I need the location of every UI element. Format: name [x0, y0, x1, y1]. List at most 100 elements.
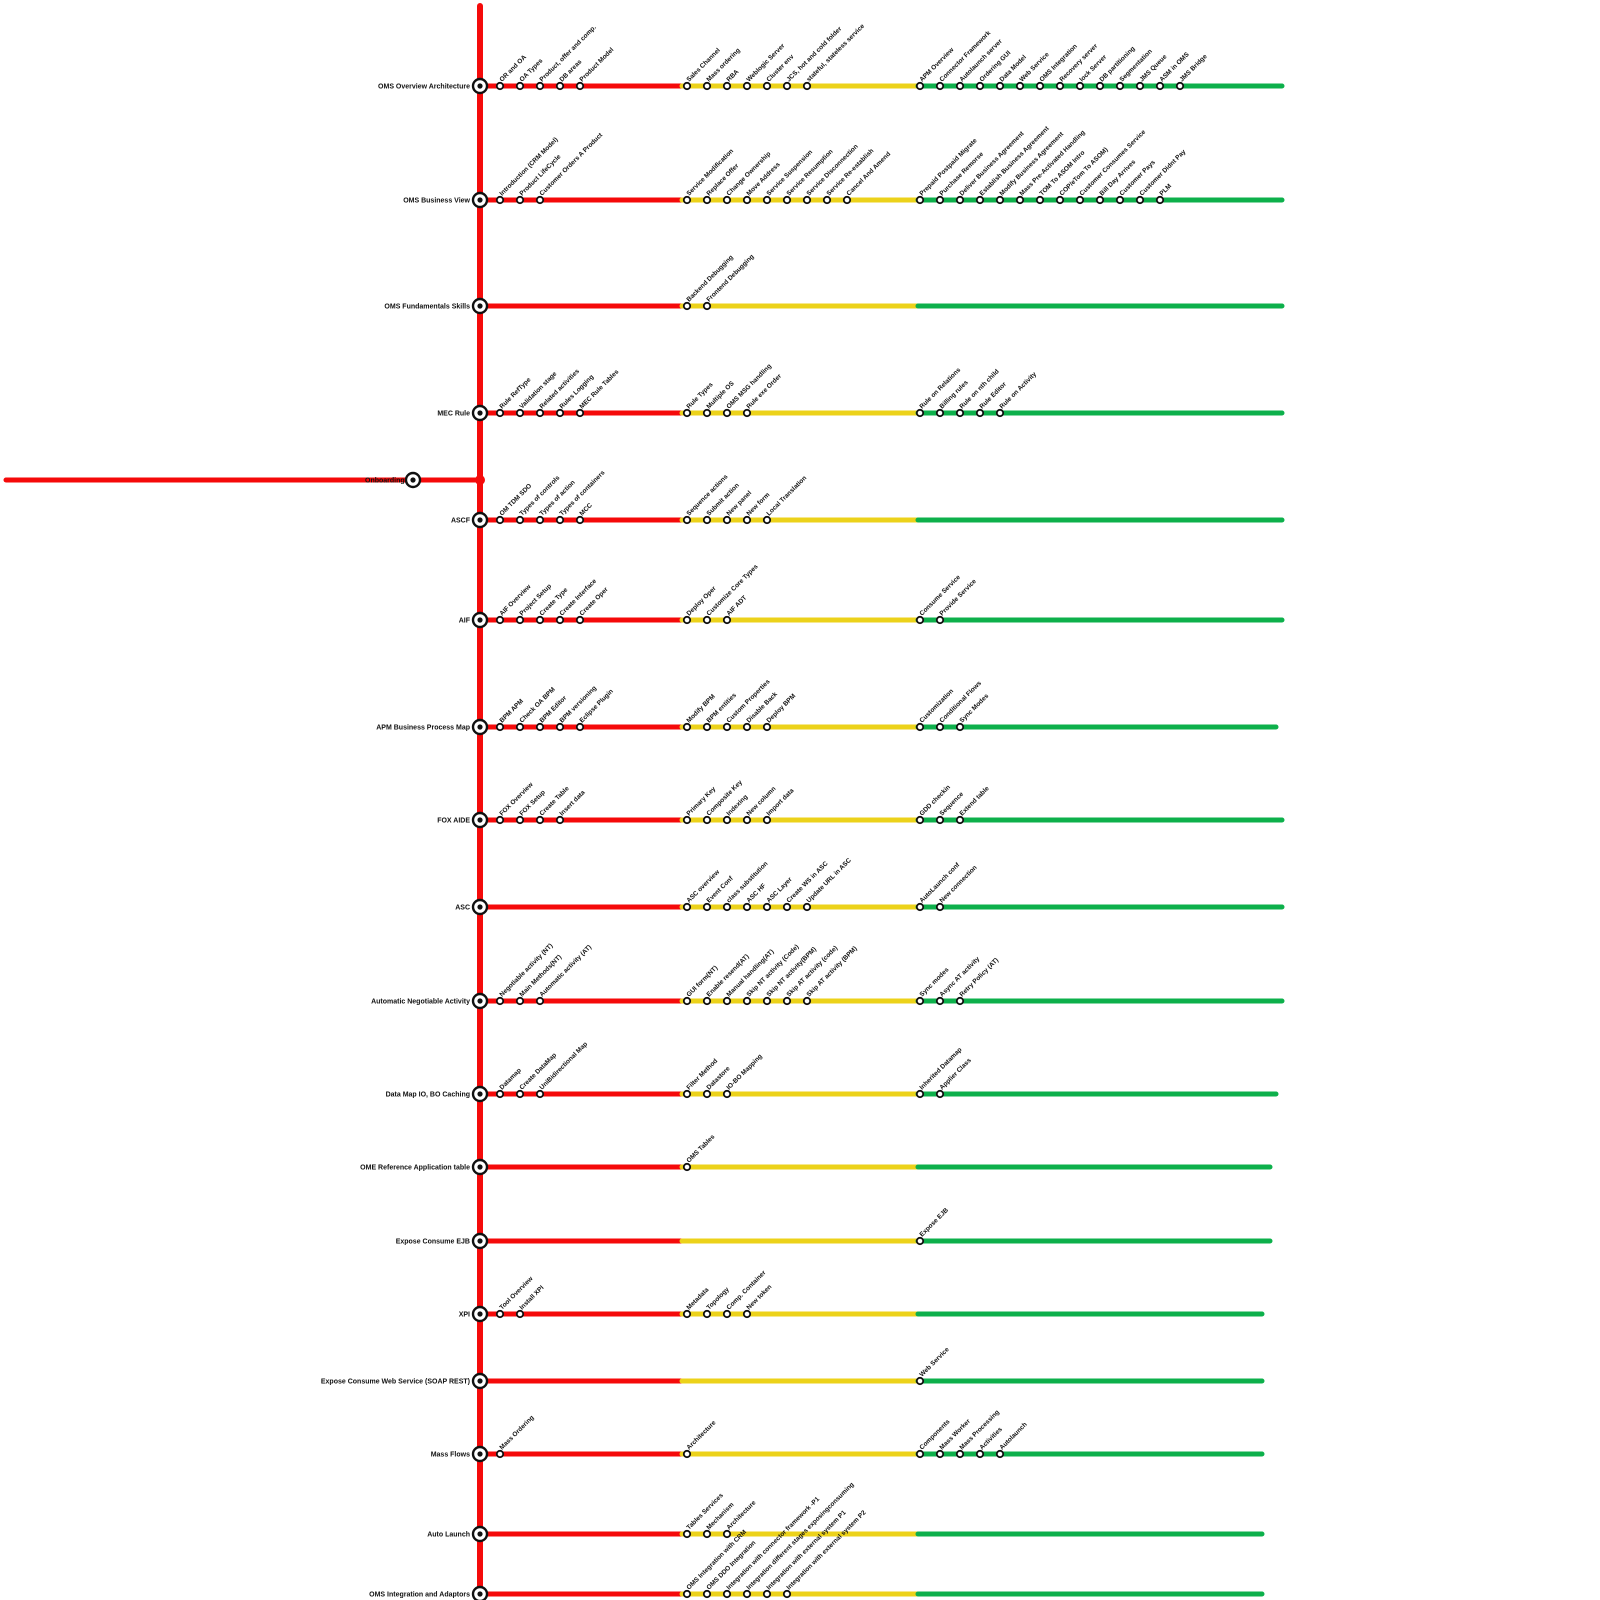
stop-yellow[interactable] — [702, 515, 712, 525]
stop-red[interactable] — [535, 81, 545, 91]
stop-yellow[interactable] — [702, 81, 712, 91]
stop-red[interactable] — [535, 195, 545, 205]
stop-red[interactable] — [535, 615, 545, 625]
stop-green[interactable] — [1115, 81, 1125, 91]
stop-yellow[interactable] — [822, 195, 832, 205]
stop-yellow[interactable] — [762, 81, 772, 91]
stop-green[interactable] — [1095, 81, 1105, 91]
stop-red[interactable] — [515, 1309, 525, 1319]
stop-red[interactable] — [575, 81, 585, 91]
stop-yellow[interactable] — [722, 1309, 732, 1319]
stop-green[interactable] — [915, 1236, 925, 1246]
stop-green[interactable] — [995, 195, 1005, 205]
stop-yellow[interactable] — [702, 195, 712, 205]
stop-yellow[interactable] — [682, 1589, 692, 1599]
stop-yellow[interactable] — [802, 902, 812, 912]
stop-red[interactable] — [515, 195, 525, 205]
stop-green[interactable] — [975, 1449, 985, 1459]
stop-green[interactable] — [955, 996, 965, 1006]
stop-red[interactable] — [575, 515, 585, 525]
stop-green[interactable] — [915, 81, 925, 91]
stop-yellow[interactable] — [802, 195, 812, 205]
stop-yellow[interactable] — [802, 996, 812, 1006]
stop-yellow[interactable] — [742, 1309, 752, 1319]
stop-yellow[interactable] — [682, 996, 692, 1006]
stop-green[interactable] — [975, 408, 985, 418]
stop-yellow[interactable] — [702, 1309, 712, 1319]
stop-red[interactable] — [495, 615, 505, 625]
stop-red[interactable] — [535, 722, 545, 732]
stop-red[interactable] — [495, 1309, 505, 1319]
stop-yellow[interactable] — [782, 81, 792, 91]
stop-green[interactable] — [955, 81, 965, 91]
stop-yellow[interactable] — [742, 515, 752, 525]
stop-yellow[interactable] — [742, 996, 752, 1006]
stop-red[interactable] — [515, 81, 525, 91]
stop-green[interactable] — [1155, 81, 1165, 91]
stop-yellow[interactable] — [742, 1589, 752, 1599]
stop-red[interactable] — [535, 996, 545, 1006]
stop-green[interactable] — [935, 195, 945, 205]
stop-yellow[interactable] — [762, 1589, 772, 1599]
stop-yellow[interactable] — [682, 195, 692, 205]
stop-yellow[interactable] — [762, 515, 772, 525]
stop-green[interactable] — [1115, 195, 1125, 205]
stop-red[interactable] — [555, 408, 565, 418]
stop-green[interactable] — [935, 722, 945, 732]
stop-yellow[interactable] — [762, 815, 772, 825]
stop-yellow[interactable] — [682, 722, 692, 732]
stop-yellow[interactable] — [682, 815, 692, 825]
stop-yellow[interactable] — [722, 1089, 732, 1099]
stop-yellow[interactable] — [722, 195, 732, 205]
stop-green[interactable] — [1015, 195, 1025, 205]
stop-red[interactable] — [495, 1089, 505, 1099]
stop-green[interactable] — [995, 81, 1005, 91]
stop-red[interactable] — [515, 515, 525, 525]
stop-yellow[interactable] — [762, 722, 772, 732]
stop-yellow[interactable] — [722, 815, 732, 825]
stop-green[interactable] — [955, 195, 965, 205]
stop-red[interactable] — [495, 722, 505, 732]
stop-yellow[interactable] — [682, 408, 692, 418]
stop-yellow[interactable] — [702, 996, 712, 1006]
stop-red[interactable] — [575, 722, 585, 732]
stop-yellow[interactable] — [742, 815, 752, 825]
stop-yellow[interactable] — [722, 515, 732, 525]
stop-red[interactable] — [515, 615, 525, 625]
stop-green[interactable] — [1135, 81, 1145, 91]
stop-yellow[interactable] — [702, 408, 712, 418]
stop-yellow[interactable] — [722, 615, 732, 625]
stop-green[interactable] — [935, 996, 945, 1006]
stop-yellow[interactable] — [682, 1309, 692, 1319]
stop-yellow[interactable] — [782, 902, 792, 912]
stop-yellow[interactable] — [722, 1589, 732, 1599]
stop-yellow[interactable] — [722, 408, 732, 418]
stop-green[interactable] — [915, 902, 925, 912]
stop-yellow[interactable] — [782, 1589, 792, 1599]
stop-yellow[interactable] — [762, 902, 772, 912]
stop-yellow[interactable] — [682, 81, 692, 91]
stop-green[interactable] — [915, 615, 925, 625]
stop-red[interactable] — [555, 515, 565, 525]
stop-green[interactable] — [1095, 195, 1105, 205]
stop-green[interactable] — [935, 81, 945, 91]
stop-yellow[interactable] — [762, 996, 772, 1006]
stop-red[interactable] — [495, 408, 505, 418]
stop-yellow[interactable] — [682, 1449, 692, 1459]
stop-green[interactable] — [935, 1089, 945, 1099]
stop-yellow[interactable] — [702, 1589, 712, 1599]
stop-green[interactable] — [915, 722, 925, 732]
stop-yellow[interactable] — [782, 996, 792, 1006]
stop-red[interactable] — [515, 996, 525, 1006]
stop-yellow[interactable] — [682, 1162, 692, 1172]
stop-yellow[interactable] — [702, 815, 712, 825]
stop-red[interactable] — [535, 515, 545, 525]
stop-yellow[interactable] — [722, 996, 732, 1006]
stop-yellow[interactable] — [742, 408, 752, 418]
stop-green[interactable] — [955, 722, 965, 732]
stop-red[interactable] — [495, 1449, 505, 1459]
stop-yellow[interactable] — [702, 722, 712, 732]
stop-green[interactable] — [1035, 195, 1045, 205]
stop-red[interactable] — [555, 722, 565, 732]
stop-green[interactable] — [995, 1449, 1005, 1459]
